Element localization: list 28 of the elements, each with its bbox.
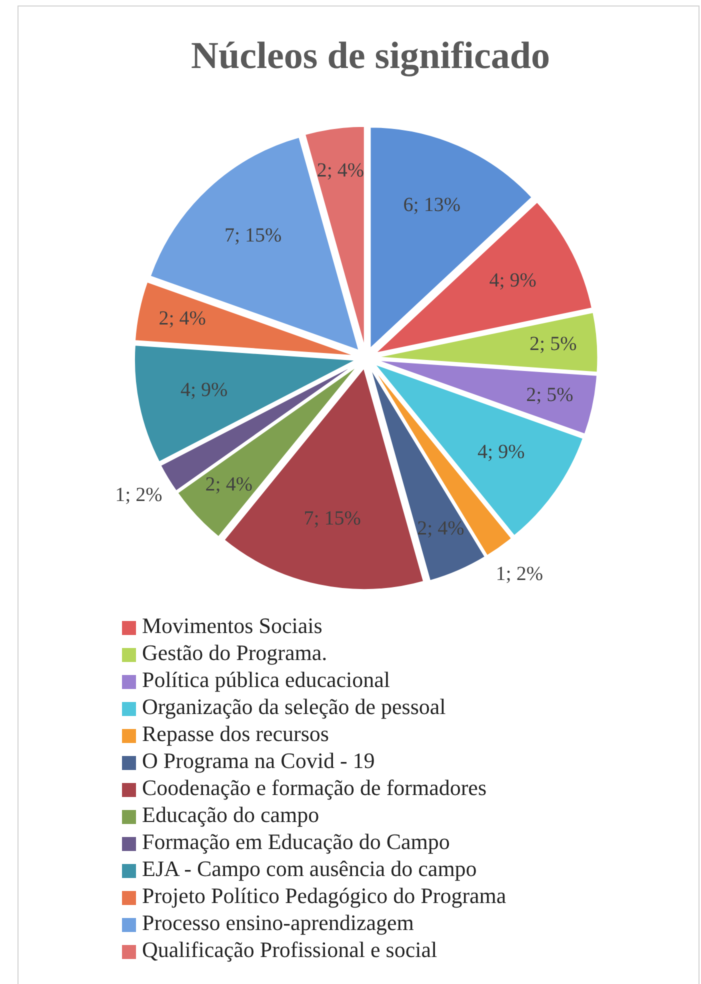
data-label: 7; 15% xyxy=(224,224,282,247)
chart-title: Núcleos de significado xyxy=(191,35,550,77)
legend-label: Projeto Político Pedagógico do Programa xyxy=(142,883,506,908)
legend-label: Educação do campo xyxy=(142,802,320,828)
data-label: 7; 15% xyxy=(304,508,361,530)
data-label: 1; 2% xyxy=(115,484,162,506)
data-label: 2; 5% xyxy=(530,332,577,355)
data-label: 2; 4% xyxy=(205,474,253,496)
data-label: 2; 4% xyxy=(316,160,364,182)
legend-label: Coodenação e formação de formadores xyxy=(142,775,487,800)
data-label: 6; 13% xyxy=(403,194,461,216)
legend-label: Formação em Educação do Campo xyxy=(142,829,450,854)
data-label: 1; 2% xyxy=(496,562,544,585)
legend-label: Processo ensino-aprendizagem xyxy=(142,910,414,936)
legend-label: Organização da seleção de pessoal xyxy=(142,694,446,720)
data-label: 2; 5% xyxy=(526,384,574,406)
data-label: 2; 4% xyxy=(158,307,206,330)
data-label: 4; 9% xyxy=(180,379,228,402)
legend-label: Gestão do Programa. xyxy=(142,640,328,666)
legend-label: Qualificação Profissional e social xyxy=(142,937,438,962)
legend-label: Repasse dos recursos xyxy=(142,721,329,746)
data-label: 2; 4% xyxy=(417,518,464,540)
legend-label: EJA - Campo com ausência do campo xyxy=(142,856,477,882)
legend-label: O Programa na Covid - 19 xyxy=(142,748,375,774)
legend-label: Política pública educacional xyxy=(142,667,390,692)
legend-label: Movimentos Sociais xyxy=(142,613,322,638)
data-label: 4; 9% xyxy=(478,440,525,463)
data-label: 4; 9% xyxy=(489,270,536,292)
